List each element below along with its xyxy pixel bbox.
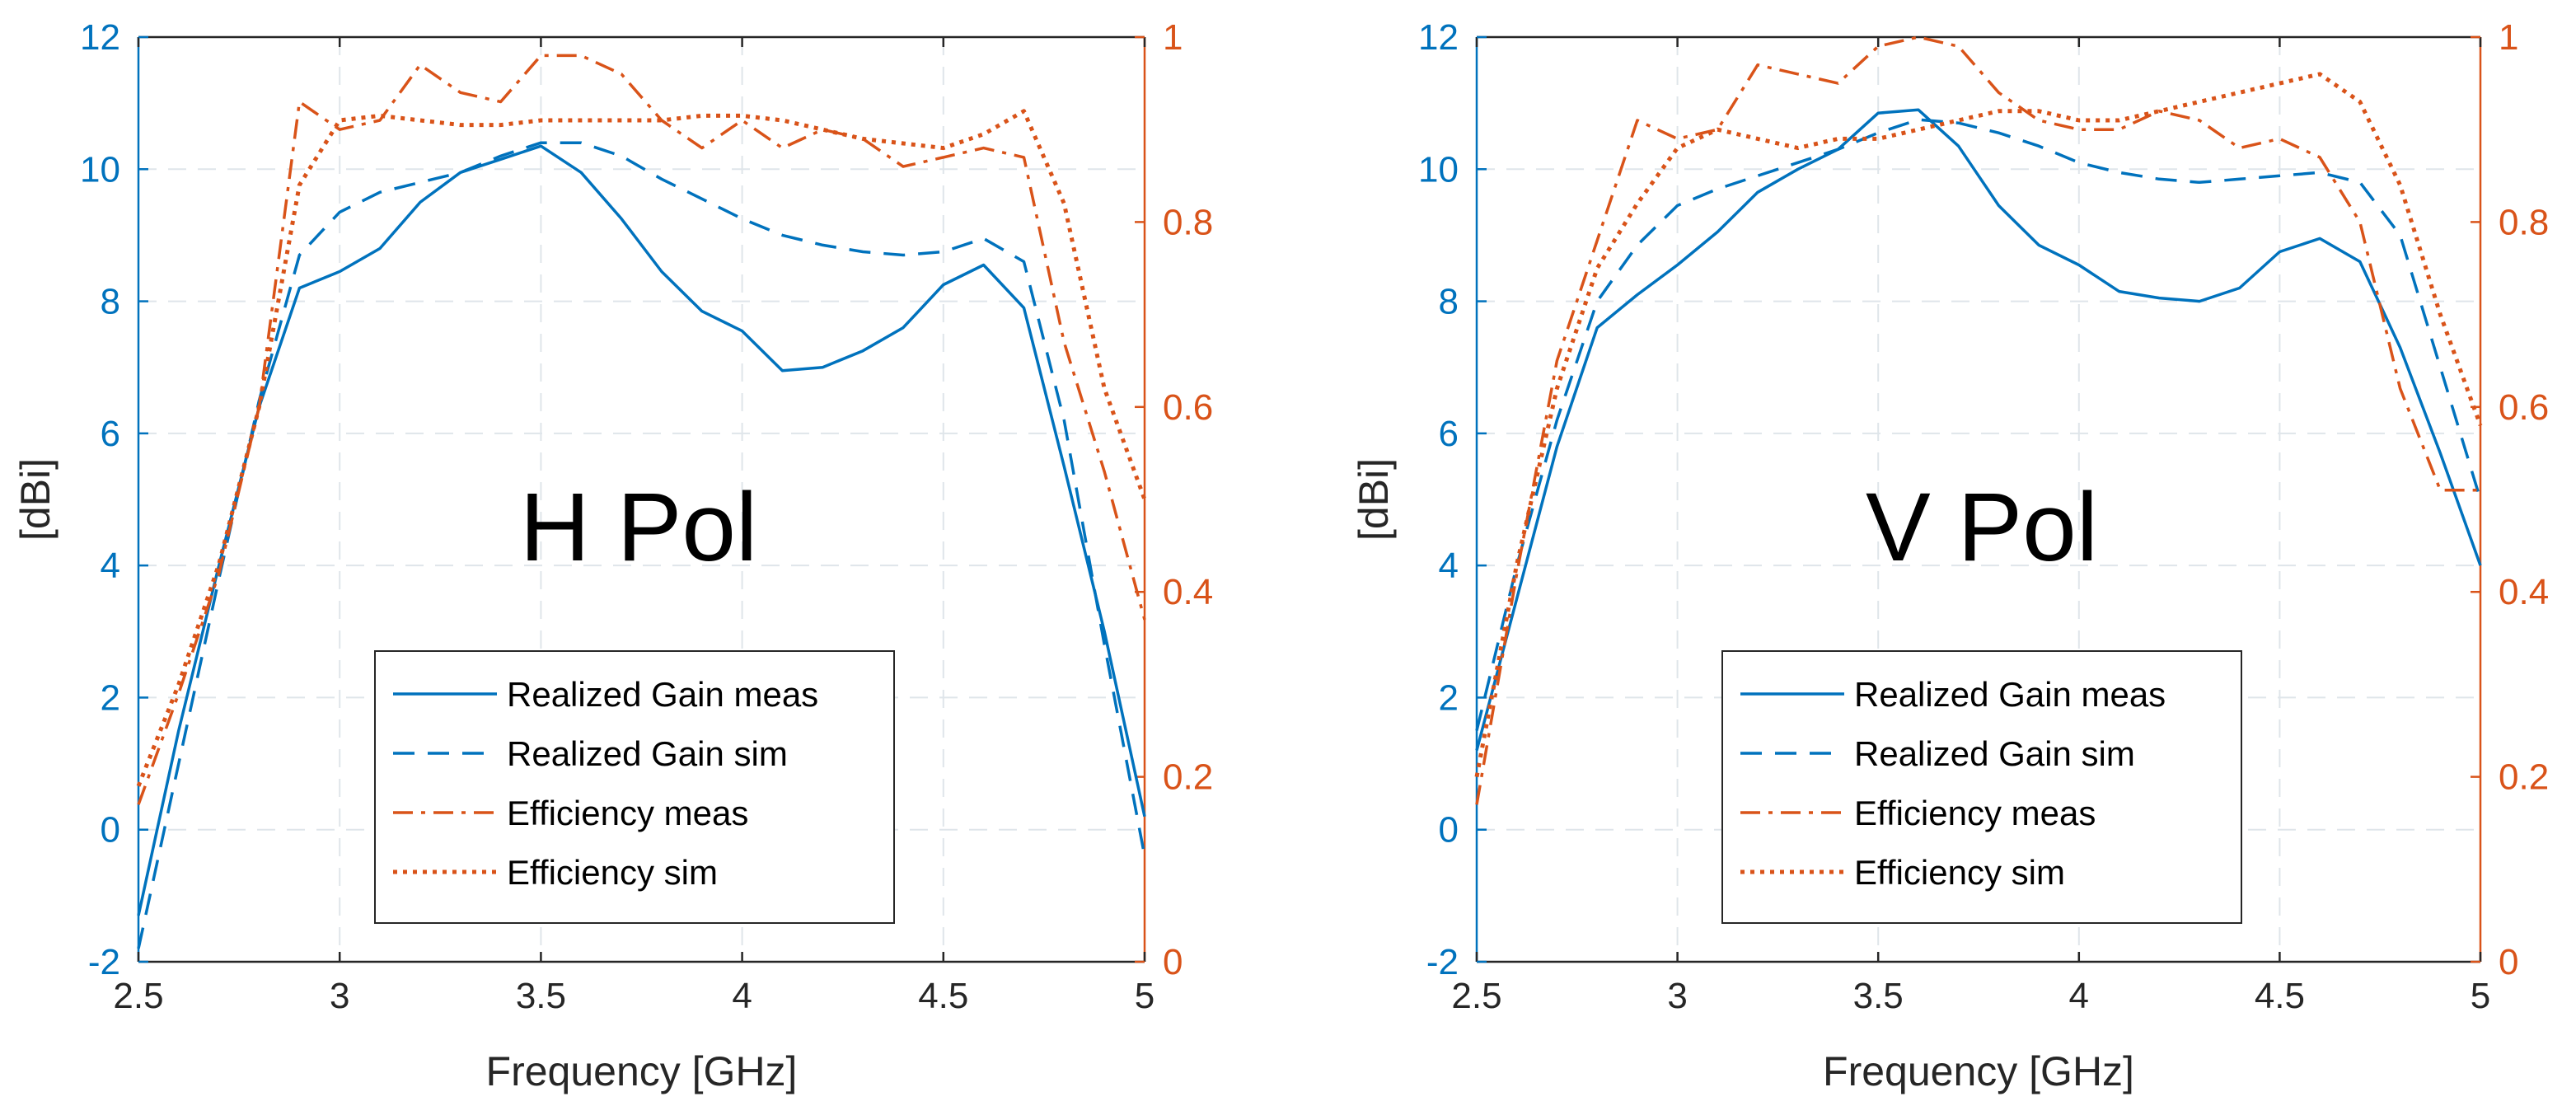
polarization-label: V Pol [1866,473,2098,582]
y2-tick-label: 0 [1163,942,1183,982]
x-tick-label: 3.5 [1853,976,1904,1016]
x-tick-label: 2.5 [113,976,163,1016]
y-tick-label: 10 [1418,149,1459,190]
legend: Realized Gain meas Realized Gain sim Effic… [1721,650,2242,924]
y2-tick-label: 0.8 [2499,202,2549,242]
legend-entry-label: Realized Gain meas [507,675,818,714]
legend-entry-label: Efficiency sim [507,853,718,892]
series-line-efficiency-meas [137,54,1146,805]
y2-tick-label: 0.8 [1163,202,1213,242]
legend-entry-label: Efficiency meas [1854,794,2096,832]
y-tick-label: -2 [88,942,120,982]
x-tick-label: 3 [330,976,349,1016]
y-tick-label: 4 [101,546,120,586]
y-tick-label: 6 [1439,414,1459,454]
y2-tick-label: 0.6 [2499,387,2549,428]
series-line-realized-gain-meas [1475,108,2482,751]
legend-entry-label: Realized Gain meas [1854,675,2166,714]
series-line-realized-gain-meas [137,144,1146,916]
y2-tick-label: 0.6 [1163,387,1213,428]
y-tick-label: 0 [1439,810,1459,851]
y-tick-label: 12 [1418,17,1459,58]
x-tick-label: 2.5 [1451,976,1501,1016]
y2-tick-label: 0.4 [2499,572,2549,612]
x-tick-label: 4.5 [918,976,968,1016]
series-line-realized-gain-sim [1475,118,2482,731]
x-tick-label: 4 [732,976,752,1016]
x-tick-label: 5 [2471,976,2490,1016]
legend-entry-label: Realized Gain sim [507,734,788,773]
y2-tick-label: 1 [1163,17,1183,58]
polarization-label: H Pol [520,473,758,582]
v-pol-panel: 2.5 3 3.5 4 4.5 5 -2 0 2 4 6 8 10 12 0 0.2 0.4 0.6 0.8 1 Fre… [1351,17,2549,1094]
series-line-realized-gain-sim [137,141,1146,949]
series-line-efficiency-sim [136,109,1147,787]
y-tick-label: 2 [1439,677,1459,718]
legend-entry-label: Efficiency meas [507,794,748,832]
y2-tick-label: 0 [2499,942,2518,982]
y-tick-label: -2 [1426,942,1459,982]
y-tick-label: 4 [1439,546,1459,586]
y2-tick-label: 0.2 [1163,757,1213,798]
y2-tick-label: 0.4 [1163,572,1213,612]
x-axis-label: Frequency [GHz] [486,1048,798,1094]
x-tick-label: 4.5 [2255,976,2305,1016]
legend-entry-label: Efficiency sim [1854,853,2065,892]
legend: Realized Gain meas Realized Gain sim Effic… [374,650,895,924]
y-tick-label: 2 [101,677,120,718]
y-tick-label: 6 [101,414,120,454]
legend-box [1721,650,2242,924]
h-pol-panel: 2.5 3 3.5 4 4.5 5 -2 0 2 4 6 8 10 12 0 0.2 0.4 0.6 0.8 1 Fre… [12,17,1213,1094]
y2-tick-label: 0.2 [2499,757,2549,798]
y-tick-label: 10 [80,149,120,190]
x-axis-label: Frequency [GHz] [1823,1048,2134,1094]
x-tick-label: 3.5 [516,976,566,1016]
y-tick-label: 0 [101,810,120,851]
legend-entry-label: Realized Gain sim [1854,734,2135,773]
y-axis-label: [dBi] [1351,458,1397,541]
y-tick-label: 8 [101,282,120,322]
y-axis-label: [dBi] [12,458,59,541]
legend-box [374,650,895,924]
x-tick-label: 3 [1667,976,1687,1016]
x-tick-label: 4 [2069,976,2089,1016]
y-tick-label: 8 [1439,282,1459,322]
y2-tick-label: 1 [2499,17,2518,58]
y-tick-label: 12 [80,17,120,58]
x-tick-label: 5 [1135,976,1155,1016]
